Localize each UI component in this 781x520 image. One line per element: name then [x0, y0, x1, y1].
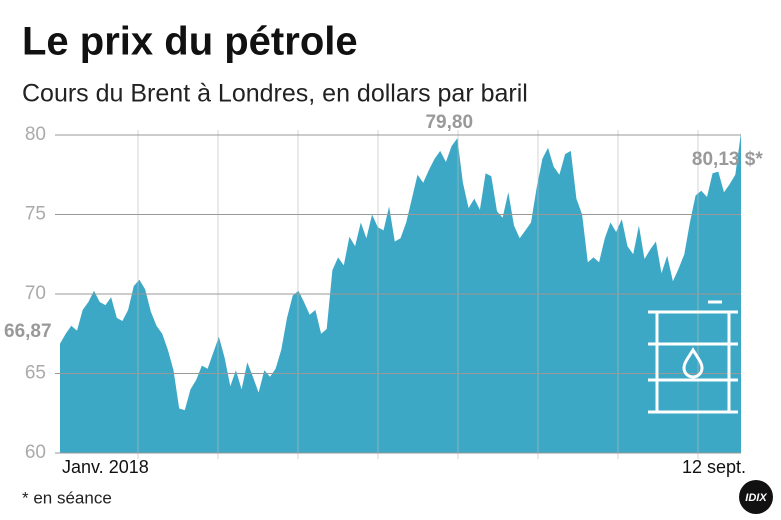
oil-drop: [682, 347, 704, 379]
value-label: 66,87: [4, 321, 52, 342]
value-label: 80,13 $*: [692, 149, 763, 170]
value-label: 79,80: [425, 112, 473, 133]
chart-title: Le prix du pétrole: [22, 20, 358, 64]
y-tick-label: 70: [25, 283, 46, 304]
y-tick-label: 75: [25, 204, 46, 225]
x-tick-label: 12 sept.: [682, 457, 746, 477]
logo-text: IDIX: [745, 492, 767, 504]
y-tick-label: 65: [25, 363, 46, 384]
footnote: * en séance: [22, 488, 112, 507]
x-tick-label: Janv. 2018: [62, 457, 149, 477]
price-area: [60, 132, 741, 453]
chart-subtitle: Cours du Brent à Londres, en dollars par…: [22, 80, 528, 108]
plot-area: 60 65 70 75 80 Janv. 2018 12 sept. 66,87 79,80 80…: [4, 112, 763, 477]
logo: IDIX: [739, 480, 773, 514]
y-tick-label: 60: [25, 442, 46, 463]
logo-badge: [739, 480, 773, 514]
barrel-icon: [648, 300, 738, 414]
y-tick-label: 80: [25, 124, 46, 145]
